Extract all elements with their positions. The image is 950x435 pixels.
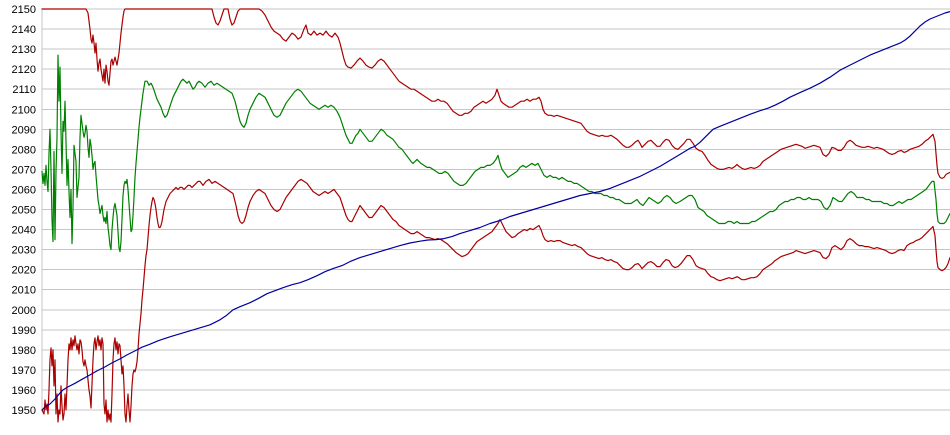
y-axis-tick-label-2080: 2080 [12,144,36,156]
y-axis-tick-label-2010: 2010 [12,285,36,297]
y-axis-tick-label-2020: 2020 [12,265,36,277]
y-axis-tick-label-2090: 2090 [12,124,36,136]
y-axis-tick-label-1990: 1990 [12,325,36,337]
series-line-upper-bound-red [41,8,950,179]
y-axis-tick-label-1960: 1960 [12,385,36,397]
y-axis-tick-label-2110: 2110 [12,84,36,96]
y-axis-tick-label-2060: 2060 [12,184,36,196]
y-axis-labels-group: 2150 2140 2130 2120 2110 2100 2090 2080 2070 2060… [12,4,36,417]
y-axis-tick-label-1980: 1980 [12,345,36,357]
y-axis-tick-label-2100: 2100 [12,104,36,116]
series-line-lower-bound-red [41,178,950,423]
series-lines-group [41,8,950,423]
y-axis-tick-label-2140: 2140 [12,24,36,36]
y-axis-tick-label-2050: 2050 [12,205,36,217]
y-axis-tick-label-2130: 2130 [12,44,36,56]
y-axis-tick-label-2000: 2000 [12,305,36,317]
gridlines-group [41,8,950,411]
series-line-middle-green [41,54,950,253]
y-axis-tick-label-2030: 2030 [12,245,36,257]
y-axis-tick-label-2070: 2070 [12,164,36,176]
series-line-cumulative-blue [41,11,950,411]
y-axis-tick-label-2150: 2150 [12,4,36,16]
y-axis-tick-label-1970: 1970 [12,365,36,377]
y-axis-tick-label-1950: 1950 [12,405,36,417]
y-axis-tick-label-2120: 2120 [12,64,36,76]
y-axis-tick-label-2040: 2040 [12,225,36,237]
